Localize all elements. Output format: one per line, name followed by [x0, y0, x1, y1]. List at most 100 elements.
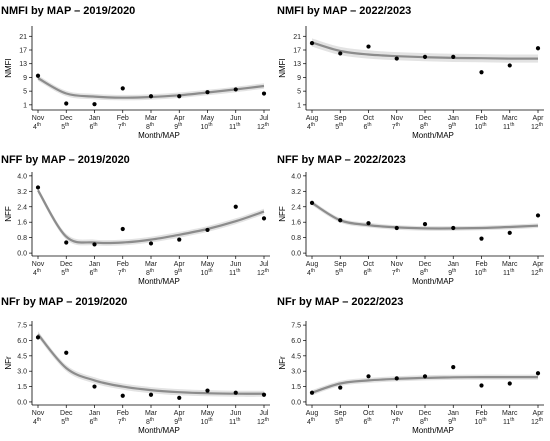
x-tick-map-number: 10: [475, 419, 483, 426]
x-tick-month: Feb: [475, 410, 487, 417]
x-tick-month: Dec: [419, 261, 432, 268]
y-tick-label: 0.0: [291, 399, 301, 406]
x-tick-map: 5th: [335, 122, 343, 131]
x-tick-month: Sep: [334, 410, 347, 417]
x-tick-map-number: 5: [335, 270, 339, 277]
x-tick-month: Apr: [533, 115, 545, 122]
x-tick-map-number: 9: [448, 270, 452, 277]
y-tick-label: 0.0: [17, 399, 27, 406]
x-tick-map-number: 9: [448, 124, 452, 131]
data-point: [366, 44, 371, 49]
x-tick-month: May: [201, 261, 215, 268]
x-tick-map: 4th: [33, 268, 41, 277]
data-point: [148, 392, 154, 397]
x-tick-map: 10th: [475, 122, 487, 131]
x-tick-map-suffix: th: [367, 268, 371, 274]
data-point: [309, 390, 315, 395]
data-point: [507, 381, 512, 386]
x-tick-map-suffix: th: [311, 122, 315, 128]
x-tick-map-suffix: th: [396, 268, 400, 274]
x-tick-map-number: 11: [229, 419, 236, 426]
data-point: [205, 90, 210, 95]
x-tick-month: Jan: [89, 115, 100, 122]
y-tick-label: 17: [19, 48, 27, 55]
x-tick-map-number: 12: [257, 270, 265, 277]
x-tick-month: Apr: [533, 410, 545, 417]
x-tick-map-number: 5: [335, 419, 339, 426]
data-point: [261, 392, 267, 397]
x-tick-map-suffix: th: [150, 122, 154, 128]
y-tick-label: 5: [23, 89, 27, 96]
chart-title: NMFI by MAP – 2022/2023: [277, 5, 411, 17]
data-point: [35, 73, 41, 78]
y-tick-label: 13: [293, 61, 301, 68]
x-tick-map-number: 8: [420, 419, 424, 426]
x-tick-month: Jan: [448, 410, 459, 417]
y-axis-label: NFF: [278, 206, 287, 222]
x-tick-map-suffix: th: [367, 122, 371, 128]
x-tick-map-number: 5: [61, 419, 65, 426]
x-tick-map-suffix: th: [236, 122, 240, 128]
chart-panel-2: NMFI by MAP – 2022/2023159131721Aug4thSe…: [277, 5, 544, 140]
data-point: [233, 204, 238, 209]
x-tick-map-suffix: th: [65, 122, 69, 128]
chart-panel-6: NFr by MAP – 2022/2023 0.0 1.5 3.0 4.5 6.0 7.5…: [277, 296, 544, 435]
data-point: [422, 222, 428, 227]
x-tick-map: 7th: [118, 417, 126, 426]
x-tick-map-number: 6: [89, 419, 93, 426]
x-tick-map-suffix: th: [150, 417, 154, 423]
data-point: [422, 374, 428, 379]
x-tick-map: 11th: [503, 417, 515, 426]
x-tick-map-number: 9: [174, 270, 178, 277]
x-tick-map: 9th: [174, 268, 182, 277]
x-tick-map: 7th: [392, 122, 400, 131]
y-axis-label: NFr: [278, 356, 287, 370]
x-tick-map: 9th: [448, 122, 456, 131]
y-tick-label: 21: [19, 34, 27, 41]
x-tick-map-number: 4: [307, 419, 311, 426]
y-tick-label: 9: [297, 75, 301, 82]
x-tick-map-number: 12: [531, 419, 539, 426]
x-tick-month: Aug: [306, 410, 319, 417]
x-tick-month: Nov: [32, 410, 45, 417]
data-point: [394, 225, 399, 231]
chart-title: NFF by MAP – 2022/2023: [277, 154, 406, 166]
x-tick-month: Jun: [230, 410, 241, 417]
x-tick-map-suffix: th: [236, 268, 240, 274]
x-axis-label: Month/MAP: [138, 277, 180, 286]
x-tick-map-number: 9: [448, 419, 452, 426]
data-point: [535, 46, 541, 51]
chart-title: NFr by MAP – 2019/2020: [1, 296, 127, 308]
x-tick-month: Nov: [32, 261, 45, 268]
data-point: [479, 383, 484, 388]
x-tick-map: 11th: [503, 268, 515, 277]
data-point: [177, 94, 182, 99]
y-tick-label: 4.5: [291, 353, 301, 360]
x-tick-map: 6th: [89, 122, 97, 131]
x-tick-map-number: 11: [229, 124, 236, 131]
data-point: [366, 221, 371, 226]
x-tick-month: Sep: [334, 261, 347, 268]
data-point: [338, 385, 343, 390]
x-tick-month: Dec: [60, 115, 73, 122]
x-tick-map-suffix: th: [65, 417, 69, 423]
x-tick-map: 6th: [89, 417, 97, 426]
x-tick-map-suffix: th: [37, 417, 41, 423]
data-point: [535, 371, 541, 376]
data-point: [479, 70, 484, 75]
x-axis-label: Month/MAP: [412, 131, 454, 140]
x-tick-map-suffix: th: [93, 122, 97, 128]
y-tick-label: 21: [293, 34, 301, 41]
chart-title: NFF by MAP – 2019/2020: [1, 154, 130, 166]
fitted-line: [311, 201, 539, 230]
data-point: [507, 230, 512, 235]
data-point: [148, 241, 154, 246]
fitted-line: [37, 333, 265, 395]
data-point: [451, 54, 456, 59]
x-tick-month: Jul: [260, 261, 269, 268]
x-tick-month: Nov: [391, 115, 404, 122]
x-tick-map-number: 7: [392, 124, 396, 131]
x-tick-month: Jan: [448, 115, 459, 122]
x-tick-map-number: 8: [146, 419, 150, 426]
x-tick-map-suffix: th: [539, 417, 543, 423]
